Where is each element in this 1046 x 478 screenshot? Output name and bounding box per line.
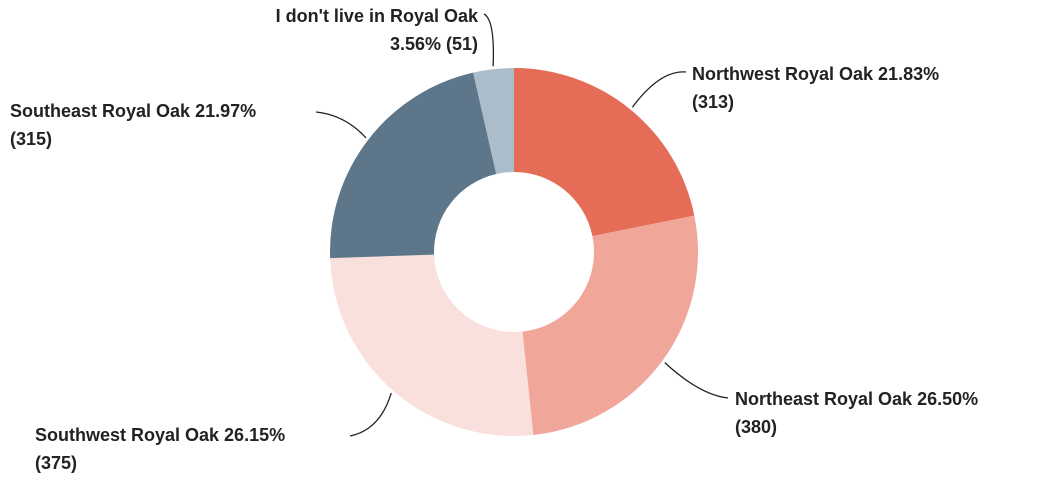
leader-line [664, 362, 729, 399]
donut-slice [522, 215, 698, 435]
count-label: (375) [35, 453, 77, 473]
slice-label: Southwest Royal Oak 26.15% (375) [35, 425, 285, 473]
count-label: (315) [10, 129, 52, 149]
slice-label: Southeast Royal Oak 21.97% (315) [10, 101, 256, 149]
slice-label: I don't live in Royal Oak 3.56% (51) [276, 6, 479, 54]
donut-slice [330, 72, 497, 259]
slice-label: Northwest Royal Oak 21.83% (313) [692, 64, 939, 112]
category-label: Northeast Royal Oak [735, 389, 913, 409]
count-label: (51) [446, 34, 478, 54]
category-label: Southwest Royal Oak [35, 425, 220, 445]
value-label: 26.15% [224, 425, 285, 445]
leader-line [349, 392, 392, 437]
value-label: 3.56% [390, 34, 441, 54]
value-label: 21.83% [878, 64, 939, 84]
value-label: 26.50% [917, 389, 978, 409]
count-label: (313) [692, 92, 734, 112]
value-label: 21.97% [195, 101, 256, 121]
leader-line [315, 111, 367, 139]
slice-label: Northeast Royal Oak 26.50% (380) [735, 389, 978, 437]
count-label: (380) [735, 417, 777, 437]
leader-line [483, 13, 495, 67]
donut-slice [514, 68, 695, 237]
donut-slice [330, 254, 534, 436]
leader-line [631, 71, 687, 108]
category-label: Northwest Royal Oak [692, 64, 874, 84]
donut-slice [473, 68, 514, 174]
category-label: Southeast Royal Oak [10, 101, 191, 121]
category-label: I don't live in Royal Oak [276, 6, 479, 26]
